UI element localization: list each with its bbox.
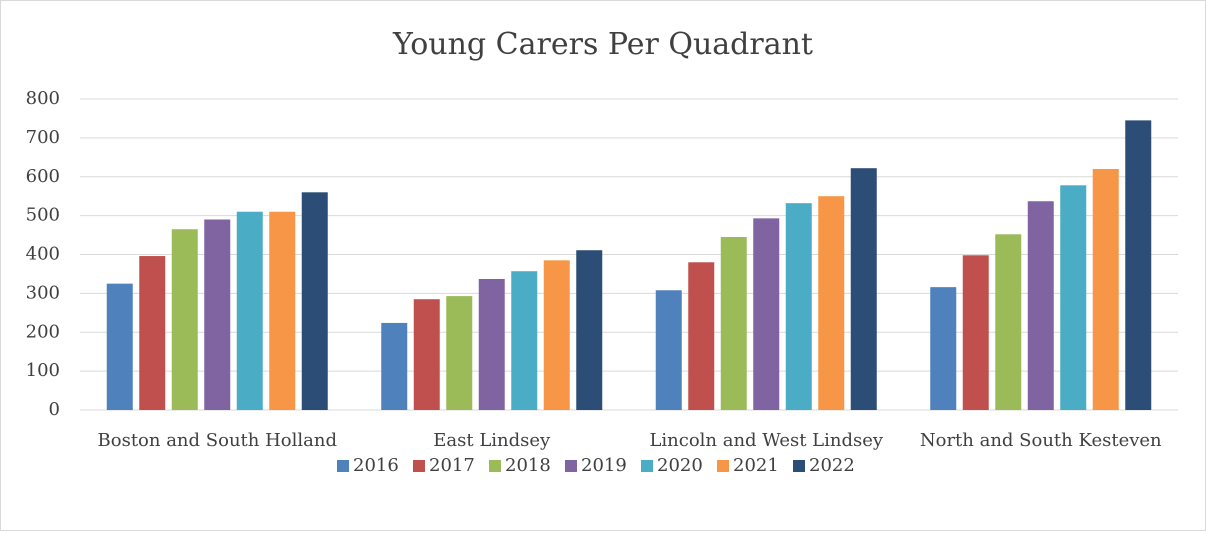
bar <box>381 322 408 410</box>
legend-label: 2019 <box>581 455 627 476</box>
bar <box>413 299 440 410</box>
legend-swatch <box>641 460 653 472</box>
bar <box>785 203 812 410</box>
y-tick-label: 100 <box>26 360 60 381</box>
y-tick-label: 500 <box>26 205 60 226</box>
bar <box>1125 120 1152 410</box>
bar <box>655 290 682 410</box>
bar <box>543 260 570 410</box>
y-tick-label: 400 <box>26 244 60 265</box>
legend-label: 2017 <box>429 455 475 476</box>
x-tick-label: East Lindsey <box>433 430 551 451</box>
bar <box>930 287 957 410</box>
bar <box>995 234 1022 410</box>
bar <box>446 296 473 410</box>
legend-label: 2020 <box>657 455 703 476</box>
bar <box>204 219 231 410</box>
bar <box>688 262 715 410</box>
chart-title: Young Carers Per Quadrant <box>392 27 813 62</box>
legend-swatch <box>413 460 425 472</box>
bar <box>1092 168 1119 410</box>
y-tick-label: 200 <box>26 321 60 342</box>
y-tick-label: 0 <box>49 399 60 420</box>
legend-swatch <box>717 460 729 472</box>
legend-label: 2018 <box>505 455 551 476</box>
bar <box>720 237 747 410</box>
bar <box>301 192 328 410</box>
legend-label: 2016 <box>353 455 399 476</box>
legend-swatch <box>565 460 577 472</box>
y-tick-label: 700 <box>26 127 60 148</box>
y-tick-label: 800 <box>26 88 60 109</box>
bar <box>753 218 780 410</box>
bar <box>1027 201 1054 410</box>
y-tick-label: 300 <box>26 282 60 303</box>
bar <box>962 255 989 410</box>
legend-label: 2021 <box>733 455 779 476</box>
y-tick-label: 600 <box>26 166 60 187</box>
bar <box>139 256 166 410</box>
bar <box>511 271 538 410</box>
bar <box>478 278 505 410</box>
x-tick-label: North and South Kesteven <box>920 430 1162 451</box>
bar <box>106 283 133 410</box>
bar <box>576 250 603 410</box>
x-tick-label: Boston and South Holland <box>98 430 337 451</box>
bar <box>818 196 845 410</box>
bar <box>171 229 198 410</box>
bar <box>850 168 877 410</box>
bar <box>1060 185 1087 410</box>
legend-swatch <box>337 460 349 472</box>
bar <box>269 211 296 410</box>
legend-swatch <box>489 460 501 472</box>
x-tick-label: Lincoln and West Lindsey <box>649 430 883 451</box>
legend-label: 2022 <box>809 455 855 476</box>
legend-swatch <box>793 460 805 472</box>
bar <box>236 211 263 410</box>
